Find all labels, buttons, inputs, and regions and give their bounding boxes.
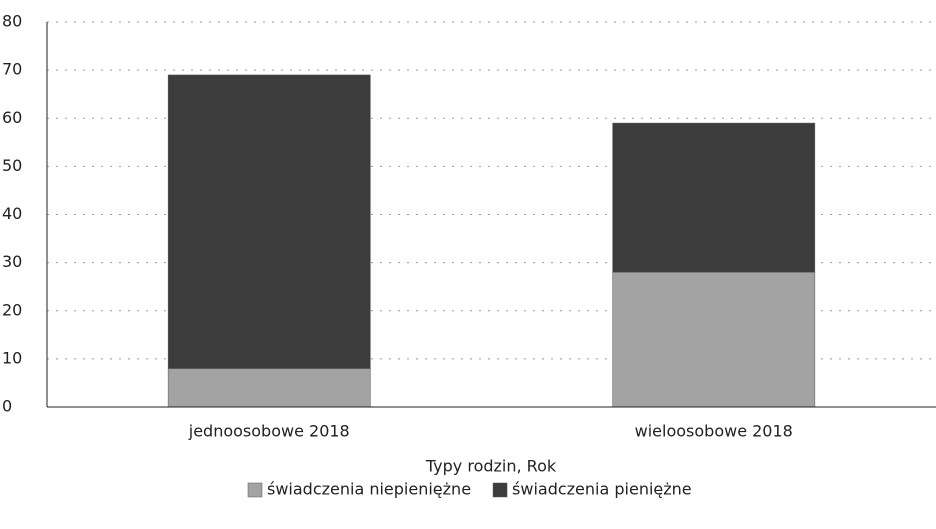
bar-segment <box>167 74 371 369</box>
x-axis-label: Typy rodzin, Rok <box>425 457 557 476</box>
bar-segment <box>612 272 816 408</box>
bar-segment <box>612 122 816 273</box>
y-tick-label: 20 <box>2 300 22 319</box>
y-tick-label: 10 <box>2 348 22 367</box>
y-tick-label: 50 <box>2 156 22 175</box>
legend-swatch <box>492 482 508 498</box>
y-tick-label: 30 <box>2 252 22 271</box>
y-tick-label: 40 <box>2 204 22 223</box>
x-tick-label: wieloosobowe 2018 <box>635 422 793 441</box>
legend-label: świadczenia pieniężne <box>512 480 692 499</box>
y-tick-label: 0 <box>2 397 12 416</box>
legend-label: świadczenia niepieniężne <box>267 480 471 499</box>
y-tick-label: 80 <box>2 12 22 31</box>
legend-swatch <box>247 482 263 498</box>
x-tick-label: jednoosobowe 2018 <box>188 422 350 441</box>
y-tick-label: 60 <box>2 108 22 127</box>
bar-segment <box>167 368 371 408</box>
y-tick-label: 70 <box>2 60 22 79</box>
